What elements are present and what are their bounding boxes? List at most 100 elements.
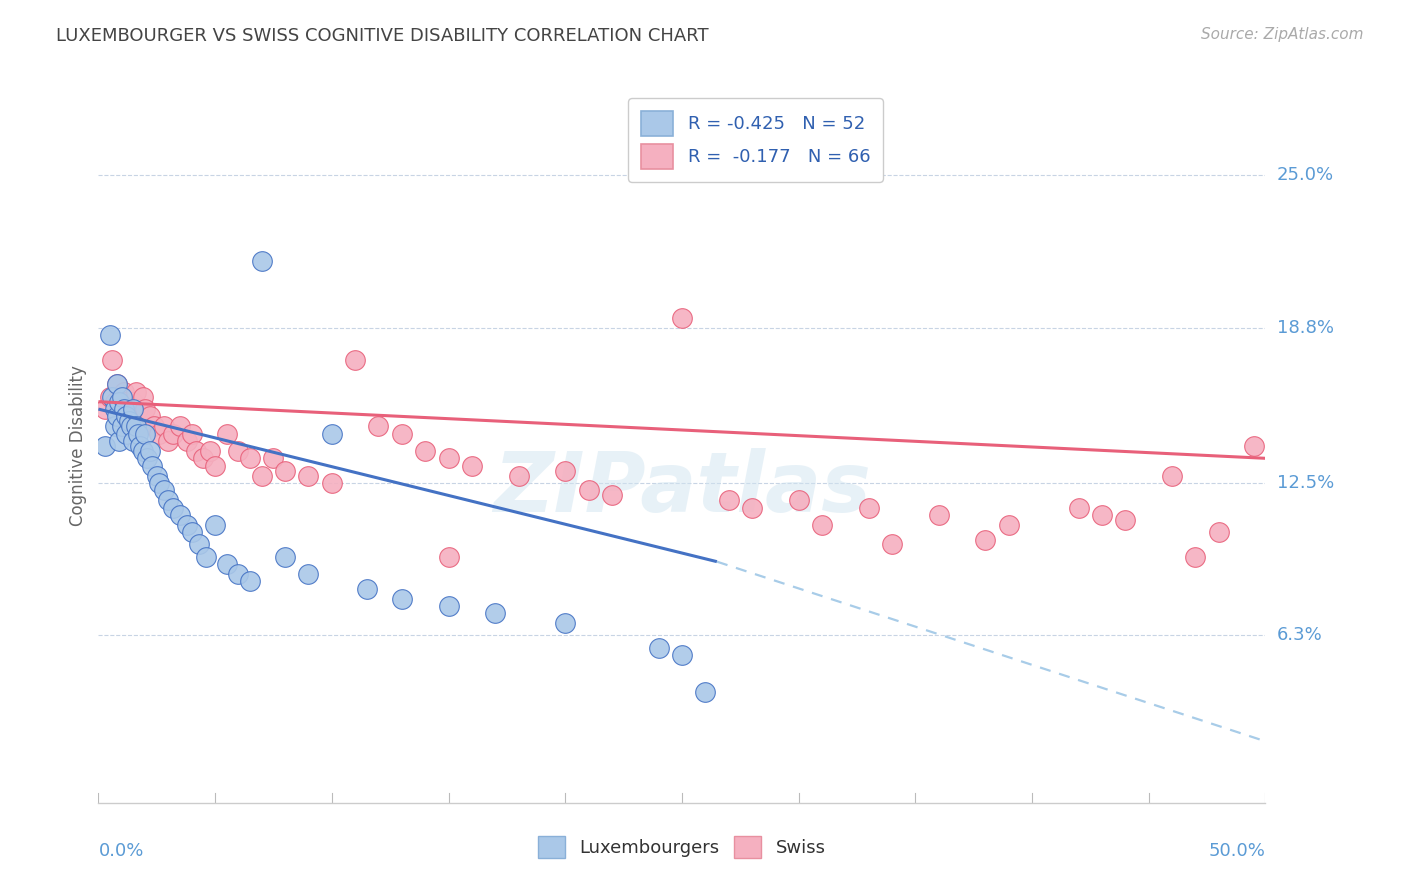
Text: ZIPatlas: ZIPatlas xyxy=(494,449,870,529)
Point xyxy=(111,390,134,404)
Point xyxy=(344,352,367,367)
Point xyxy=(129,419,152,434)
Point xyxy=(228,566,250,581)
Point xyxy=(787,493,810,508)
Point xyxy=(101,352,124,367)
Point xyxy=(356,582,378,596)
Point xyxy=(104,394,127,409)
Text: 25.0%: 25.0% xyxy=(1277,166,1334,185)
Text: 50.0%: 50.0% xyxy=(1209,842,1265,860)
Point xyxy=(461,458,484,473)
Point xyxy=(215,426,238,441)
Point xyxy=(94,402,117,417)
Point xyxy=(148,426,170,441)
Point xyxy=(120,409,142,424)
Point xyxy=(176,434,198,448)
Point xyxy=(112,384,135,399)
Point xyxy=(105,377,128,392)
Y-axis label: Cognitive Disability: Cognitive Disability xyxy=(69,366,87,526)
Point xyxy=(880,537,903,551)
Point xyxy=(132,444,155,458)
Point xyxy=(1067,500,1090,515)
Point xyxy=(647,640,669,655)
Point xyxy=(122,394,145,409)
Point xyxy=(367,419,389,434)
Point xyxy=(250,468,273,483)
Point xyxy=(671,311,693,326)
Point xyxy=(391,426,413,441)
Point xyxy=(437,599,460,613)
Text: 0.0%: 0.0% xyxy=(98,842,143,860)
Point xyxy=(129,439,152,453)
Point xyxy=(928,508,950,522)
Text: 12.5%: 12.5% xyxy=(1277,474,1334,491)
Point xyxy=(127,402,149,417)
Text: Source: ZipAtlas.com: Source: ZipAtlas.com xyxy=(1201,27,1364,42)
Point xyxy=(1161,468,1184,483)
Point xyxy=(437,451,460,466)
Point xyxy=(157,434,180,448)
Point xyxy=(141,458,163,473)
Point xyxy=(162,500,184,515)
Point xyxy=(139,409,162,424)
Point xyxy=(104,402,127,417)
Point xyxy=(146,468,169,483)
Point xyxy=(193,451,215,466)
Point xyxy=(169,508,191,522)
Point xyxy=(1114,513,1136,527)
Point xyxy=(162,426,184,441)
Point xyxy=(120,419,142,434)
Point xyxy=(239,451,262,466)
Point xyxy=(321,426,343,441)
Point xyxy=(169,419,191,434)
Point xyxy=(134,426,156,441)
Point xyxy=(111,419,134,434)
Point xyxy=(741,500,763,515)
Point xyxy=(1208,525,1230,540)
Point xyxy=(204,458,226,473)
Point xyxy=(554,616,576,631)
Point xyxy=(152,419,174,434)
Point xyxy=(105,377,128,392)
Point xyxy=(94,439,117,453)
Point xyxy=(134,402,156,417)
Point xyxy=(98,328,121,343)
Point xyxy=(239,574,262,589)
Point xyxy=(108,402,131,417)
Point xyxy=(1184,549,1206,564)
Point xyxy=(508,468,530,483)
Point xyxy=(108,394,131,409)
Point xyxy=(176,517,198,532)
Point xyxy=(152,483,174,498)
Point xyxy=(186,444,208,458)
Point xyxy=(108,434,131,448)
Point xyxy=(274,549,297,564)
Point xyxy=(157,493,180,508)
Point xyxy=(437,549,460,564)
Point xyxy=(671,648,693,662)
Point xyxy=(118,414,141,428)
Point xyxy=(484,607,506,621)
Point xyxy=(554,464,576,478)
Point xyxy=(105,409,128,424)
Point xyxy=(187,537,209,551)
Point xyxy=(811,517,834,532)
Point xyxy=(274,464,297,478)
Point xyxy=(695,685,717,699)
Point xyxy=(101,390,124,404)
Point xyxy=(148,475,170,490)
Point xyxy=(1091,508,1114,522)
Point xyxy=(180,426,202,441)
Point xyxy=(98,390,121,404)
Text: LUXEMBOURGER VS SWISS COGNITIVE DISABILITY CORRELATION CHART: LUXEMBOURGER VS SWISS COGNITIVE DISABILI… xyxy=(56,27,709,45)
Point xyxy=(112,402,135,417)
Point xyxy=(250,254,273,268)
Point xyxy=(204,517,226,532)
Point xyxy=(321,475,343,490)
Point xyxy=(228,444,250,458)
Point xyxy=(1243,439,1265,453)
Point xyxy=(115,394,138,409)
Point xyxy=(200,444,222,458)
Point xyxy=(111,390,134,404)
Point xyxy=(215,557,238,571)
